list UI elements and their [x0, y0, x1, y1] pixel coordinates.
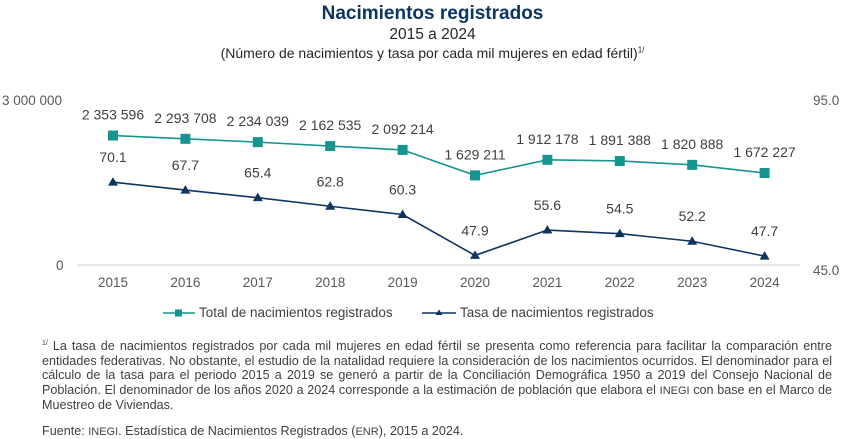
data-label: 1 672 227 — [733, 144, 795, 160]
legend-triangle-marker-icon — [422, 309, 456, 315]
x-axis-ticks: 2015 2016 2017 2018 2019 2020 2021 2022 2023 2024 — [98, 275, 780, 290]
data-label: 65.4 — [244, 165, 271, 181]
data-label: 62.8 — [317, 173, 344, 189]
data-label: 47.9 — [461, 222, 488, 238]
data-label: 2 234 039 — [227, 113, 289, 129]
chart-subtitle-units: (Número de nacimientos y tasa por cada m… — [0, 45, 865, 61]
data-point-square — [687, 159, 698, 170]
series-tasa-nacimientos: 70.1 67.7 65.4 62.8 60.3 47.9 55.6 54.5 52.2 47.7 — [99, 149, 778, 260]
data-point-triangle — [687, 236, 698, 245]
footnote-marker: 1/ — [42, 340, 48, 347]
data-label: 1 891 388 — [589, 132, 651, 148]
data-label: 1 820 888 — [661, 136, 723, 152]
data-point-triangle — [759, 251, 770, 260]
legend-item-total: Total de nacimientos registrados — [163, 305, 393, 320]
x-tick-label: 2016 — [170, 275, 200, 290]
data-point-triangle — [180, 185, 191, 194]
legend-item-tasa: Tasa de nacimientos registrados — [422, 305, 654, 320]
y-left-tick-max: 3 000 000 — [2, 93, 62, 108]
source-middle: . Estadística de Nacimientos Registrados… — [118, 424, 356, 438]
data-point-square — [397, 144, 408, 155]
x-tick-label: 2020 — [460, 275, 490, 290]
source-prefix: Fuente: — [42, 424, 89, 438]
data-point-triangle — [397, 209, 408, 219]
x-tick-label: 2024 — [750, 275, 781, 290]
data-point-square — [252, 137, 263, 148]
source-inegi: INEGI — [88, 426, 119, 438]
footnote-inegi: INEGI — [659, 384, 690, 397]
legend-square-marker-icon — [163, 309, 195, 316]
data-label: 55.6 — [534, 197, 561, 213]
source-suffix: ), 2015 a 2024. — [378, 424, 464, 438]
x-tick-label: 2019 — [388, 275, 418, 290]
source-enr: ENR — [355, 426, 379, 438]
footnote-text-2: con base en el Marco de Muestreo de Vivi… — [42, 382, 832, 413]
subtitle-units-text: (Número de nacimientos y tasa por cada m… — [220, 45, 638, 61]
data-label: 47.7 — [751, 223, 778, 239]
y-right-tick-max: 95.0 — [813, 93, 839, 108]
data-point-square — [108, 130, 118, 141]
data-point-square — [614, 155, 625, 166]
series-line — [112, 181, 765, 257]
data-point-square — [180, 133, 191, 144]
data-point-triangle — [252, 192, 263, 202]
data-label: 67.7 — [172, 157, 199, 173]
data-point-triangle — [325, 201, 336, 210]
data-label: 2 162 535 — [299, 117, 361, 133]
legend-label-total: Total de nacimientos registrados — [199, 305, 393, 320]
footnote: 1/ La tasa de nacimientos registrados po… — [42, 337, 832, 413]
x-tick-label: 2017 — [243, 275, 273, 290]
data-label: 1 912 178 — [516, 131, 578, 147]
data-point-square — [542, 154, 553, 165]
data-label: 52.2 — [679, 208, 706, 224]
data-label: 2 293 708 — [154, 110, 216, 126]
data-label: 60.3 — [389, 182, 416, 198]
y-left-tick-min: 0 — [56, 258, 64, 273]
x-tick-label: 2015 — [98, 275, 128, 290]
data-point-triangle — [108, 177, 118, 186]
data-label: 2 092 214 — [371, 121, 433, 137]
chart-subtitle: 2015 a 2024 — [389, 26, 476, 43]
data-point-triangle — [614, 228, 625, 238]
data-label: 70.1 — [99, 149, 126, 165]
footnote-ref: 1/ — [637, 45, 645, 55]
x-tick-label: 2022 — [605, 275, 635, 290]
data-label: 54.5 — [606, 201, 633, 217]
data-point-square — [470, 170, 480, 181]
line-chart: 3 000 000 0 95.0 45.0 2015 2016 2017 2018 20… — [2, 93, 839, 290]
series-line — [112, 134, 765, 177]
chart-title: Nacimientos registrados — [321, 3, 544, 24]
y-right-tick-min: 45.0 — [813, 263, 839, 278]
series-total-nacimientos: 2 353 596 2 293 708 2 234 039 2 162 535 2 09… — [82, 107, 796, 181]
x-tick-label: 2023 — [677, 275, 707, 290]
data-point-triangle — [470, 250, 480, 259]
x-tick-label: 2018 — [315, 275, 345, 290]
data-label: 1 629 211 — [444, 146, 505, 162]
x-tick-label: 2021 — [532, 275, 562, 290]
data-point-triangle — [542, 225, 553, 234]
legend-label-tasa: Tasa de nacimientos registrados — [460, 305, 654, 320]
source-note: Fuente: INEGI. Estadística de Nacimiento… — [42, 424, 463, 438]
data-point-square — [325, 141, 336, 152]
data-point-square — [759, 168, 770, 179]
data-label: 2 353 596 — [82, 107, 144, 123]
footnote-text-1: La tasa de nacimientos registrados por c… — [42, 339, 832, 397]
